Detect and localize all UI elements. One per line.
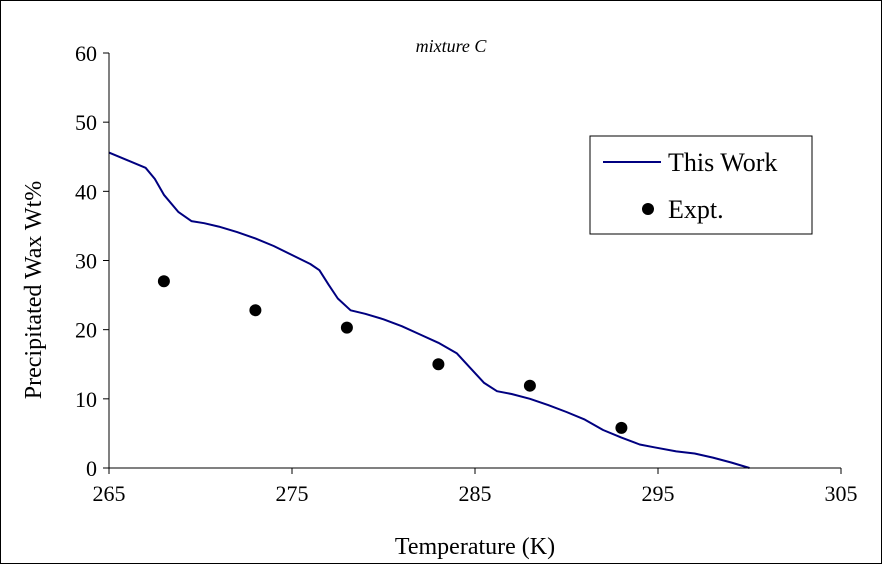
y-axis-title: Precipitated Wax Wt%	[21, 181, 47, 399]
expt-data-point	[523, 379, 536, 392]
y-tick-label: 60	[75, 41, 97, 66]
y-tick-label: 30	[75, 249, 97, 274]
chart-title: mixture C	[416, 36, 488, 56]
legend-label-this-work: This Work	[668, 148, 777, 177]
x-tick-label: 285	[459, 481, 492, 506]
y-tick-label: 50	[75, 110, 97, 135]
legend-swatch-expt	[642, 203, 654, 215]
expt-data-point	[615, 421, 628, 434]
legend-box	[589, 135, 813, 235]
x-axis-title: Temperature (K)	[395, 534, 555, 560]
x-tick-label: 265	[93, 481, 126, 506]
expt-data-point	[432, 358, 445, 371]
y-ticks: 0 10 20 30 40 50 60	[75, 41, 109, 481]
x-ticks: 265 275 285 295 305	[93, 468, 858, 506]
x-tick-label: 305	[825, 481, 858, 506]
series-line-this-work	[108, 151, 750, 469]
y-tick-label: 0	[86, 456, 97, 481]
x-tick-label: 295	[642, 481, 675, 506]
x-tick-label: 275	[276, 481, 309, 506]
expt-data-point	[249, 304, 262, 317]
expt-data-point	[340, 321, 353, 334]
y-tick-label: 20	[75, 318, 97, 343]
expt-data-point	[157, 275, 170, 288]
y-tick-label: 10	[75, 387, 97, 412]
legend: This Work Expt.	[589, 135, 813, 235]
plot-area	[108, 151, 750, 469]
legend-label-expt: Expt.	[668, 195, 724, 224]
y-tick-label: 40	[75, 179, 97, 204]
